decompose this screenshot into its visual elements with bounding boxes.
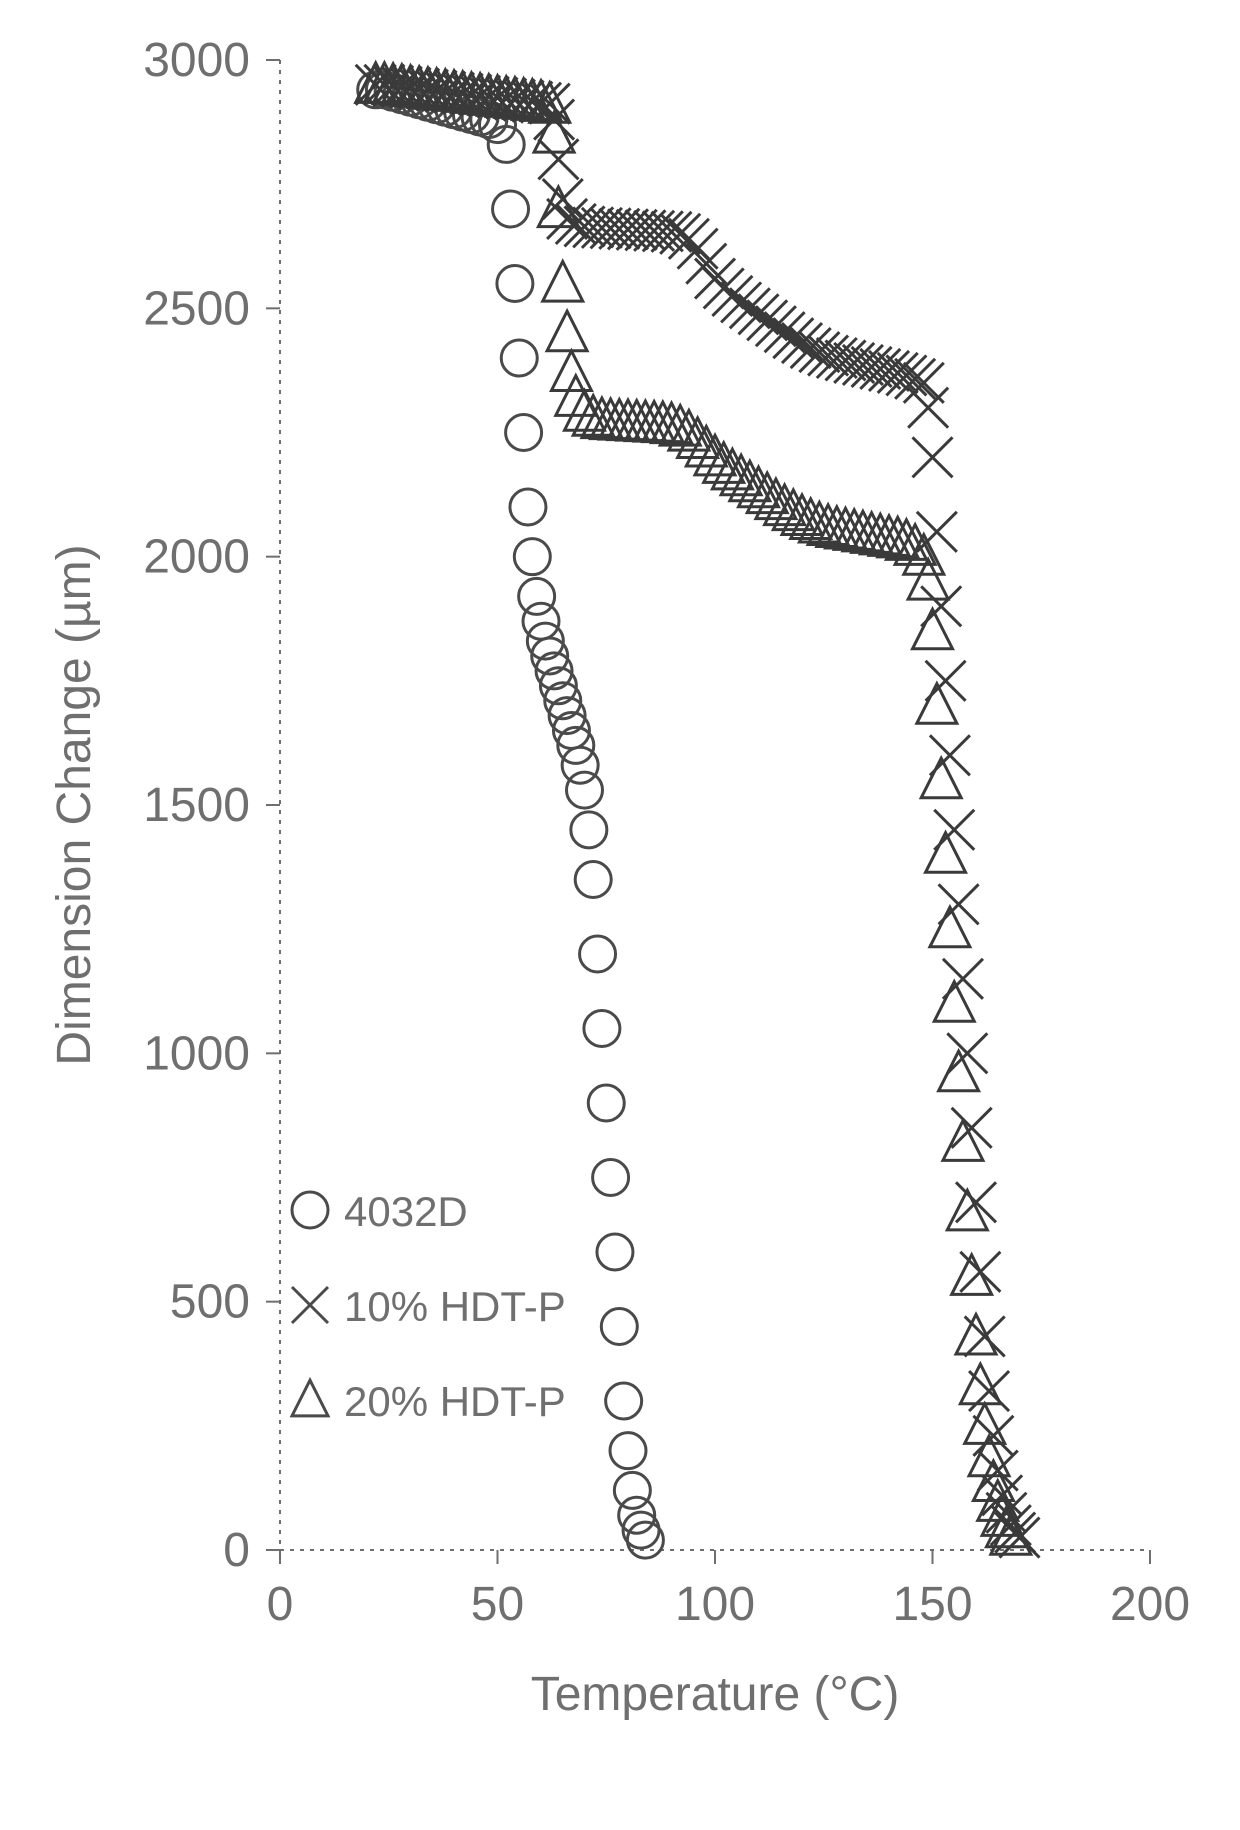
x-tick-label: 200 [1110,1578,1190,1631]
legend-label: 10% HDT-P [344,1283,566,1330]
x-tick-label: 50 [471,1578,524,1631]
y-tick-label: 0 [223,1524,250,1577]
dimension-change-chart: 050100150200050010001500200025003000Temp… [0,0,1240,1830]
x-tick-label: 0 [267,1578,294,1631]
y-tick-label: 3000 [143,34,250,87]
x-tick-label: 150 [892,1578,972,1631]
y-tick-label: 1000 [143,1027,250,1080]
y-tick-label: 500 [170,1276,250,1329]
legend-label: 4032D [344,1188,468,1235]
y-axis-label: Dimension Change (µm) [48,544,101,1065]
x-tick-label: 100 [675,1578,755,1631]
x-axis-label: Temperature (°C) [531,1668,900,1721]
legend-label: 20% HDT-P [344,1378,566,1425]
y-tick-label: 1500 [143,779,250,832]
y-tick-label: 2500 [143,282,250,335]
chart-container: 050100150200050010001500200025003000Temp… [0,0,1240,1830]
y-tick-label: 2000 [143,531,250,584]
